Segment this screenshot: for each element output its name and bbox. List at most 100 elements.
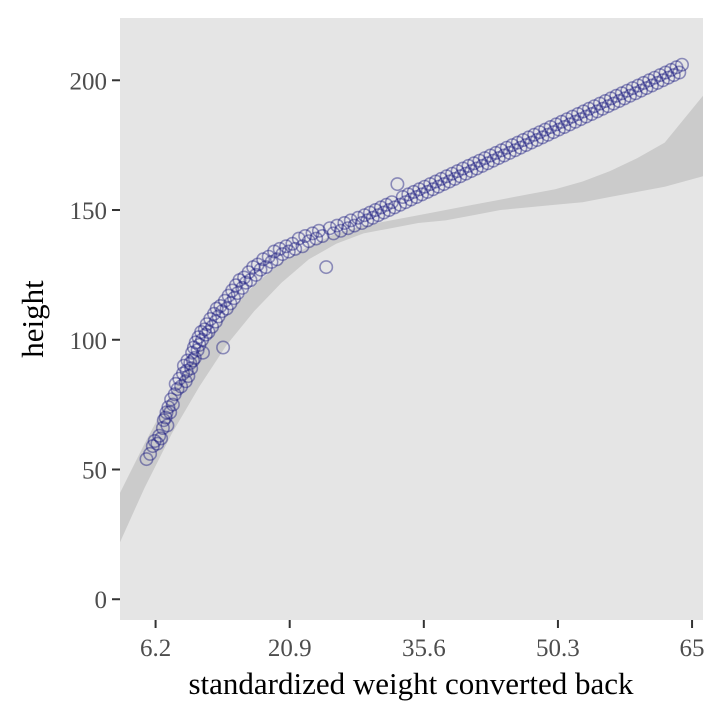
data-point xyxy=(475,158,490,173)
data-point xyxy=(267,244,282,259)
data-point xyxy=(216,340,231,355)
data-point xyxy=(445,166,460,181)
data-point xyxy=(614,86,629,101)
data-point xyxy=(368,203,383,218)
data-point xyxy=(502,145,517,160)
data-point xyxy=(207,306,222,321)
data-point xyxy=(330,218,345,233)
data-point xyxy=(598,94,613,109)
y-tick-label: 0 xyxy=(95,587,108,614)
data-point xyxy=(442,174,457,189)
data-point xyxy=(636,75,651,90)
data-point xyxy=(196,345,211,360)
data-point xyxy=(376,205,391,220)
data-point xyxy=(217,293,232,308)
data-point xyxy=(184,361,199,376)
data-point xyxy=(557,120,572,135)
data-point xyxy=(390,177,405,192)
data-point xyxy=(190,343,205,358)
data-point xyxy=(147,433,162,448)
data-point xyxy=(617,91,632,106)
data-point xyxy=(631,78,646,93)
data-point xyxy=(319,260,334,275)
data-point xyxy=(472,153,487,168)
data-point xyxy=(488,145,503,160)
data-point xyxy=(253,262,268,277)
data-point xyxy=(197,322,212,337)
data-point xyxy=(458,166,473,181)
data-point xyxy=(152,428,167,443)
data-point xyxy=(191,330,206,345)
data-point xyxy=(466,156,481,171)
data-point xyxy=(532,125,547,140)
y-tick-label: 50 xyxy=(82,458,107,485)
data-point xyxy=(235,280,250,295)
data-point xyxy=(425,182,440,197)
x-tick-label: 6.2 xyxy=(140,635,171,662)
data-point xyxy=(464,164,479,179)
data-point xyxy=(362,205,377,220)
data-point xyxy=(198,327,213,342)
data-point xyxy=(165,397,180,412)
data-point xyxy=(373,200,388,215)
y-tick-label: 200 xyxy=(70,68,108,95)
data-point xyxy=(568,114,583,129)
data-point xyxy=(176,358,191,373)
y-tick-label: 150 xyxy=(70,198,108,225)
data-point xyxy=(469,161,484,176)
data-point xyxy=(343,213,358,228)
data-point xyxy=(423,177,438,192)
x-tick-label: 50.3 xyxy=(536,635,580,662)
data-point xyxy=(609,88,624,103)
data-point xyxy=(158,410,173,425)
data-point xyxy=(543,120,558,135)
data-point xyxy=(554,114,569,129)
x-axis: 6.2 20.9 35.6 50.3 65 xyxy=(140,620,705,662)
data-point xyxy=(524,135,539,150)
data-point xyxy=(172,371,187,386)
data-point xyxy=(529,133,544,148)
data-point xyxy=(477,151,492,166)
data-point xyxy=(322,221,337,236)
data-point xyxy=(183,356,198,371)
data-point xyxy=(298,229,313,244)
data-point xyxy=(170,382,185,397)
data-point xyxy=(261,249,276,264)
data-point xyxy=(644,78,659,93)
data-point xyxy=(309,231,324,246)
data-point xyxy=(549,117,564,132)
data-point xyxy=(156,413,171,428)
data-point xyxy=(491,151,506,166)
data-point xyxy=(428,174,443,189)
data-point xyxy=(461,158,476,173)
data-point xyxy=(357,208,372,223)
data-point xyxy=(551,122,566,137)
data-point xyxy=(538,122,553,137)
data-point xyxy=(192,337,207,352)
data-point xyxy=(565,109,580,124)
data-point xyxy=(516,133,531,148)
data-point xyxy=(664,62,679,77)
x-axis-title: standardized weight converted back xyxy=(188,666,634,701)
data-point xyxy=(409,190,424,205)
data-point xyxy=(154,431,169,446)
data-point xyxy=(143,446,158,461)
data-point xyxy=(150,436,165,451)
data-point xyxy=(187,350,202,365)
data-point xyxy=(221,288,236,303)
data-point xyxy=(291,231,306,246)
data-point xyxy=(483,148,498,163)
data-point xyxy=(213,298,228,313)
confidence-ribbon xyxy=(120,95,703,543)
data-point xyxy=(612,94,627,109)
data-point xyxy=(228,278,243,293)
data-point xyxy=(295,239,310,254)
data-point xyxy=(176,366,191,381)
data-point xyxy=(379,197,394,212)
data-point xyxy=(447,171,462,186)
data-point xyxy=(215,304,230,319)
data-point xyxy=(486,153,501,168)
data-point xyxy=(181,369,196,384)
data-point xyxy=(238,275,253,290)
data-point xyxy=(666,68,681,83)
